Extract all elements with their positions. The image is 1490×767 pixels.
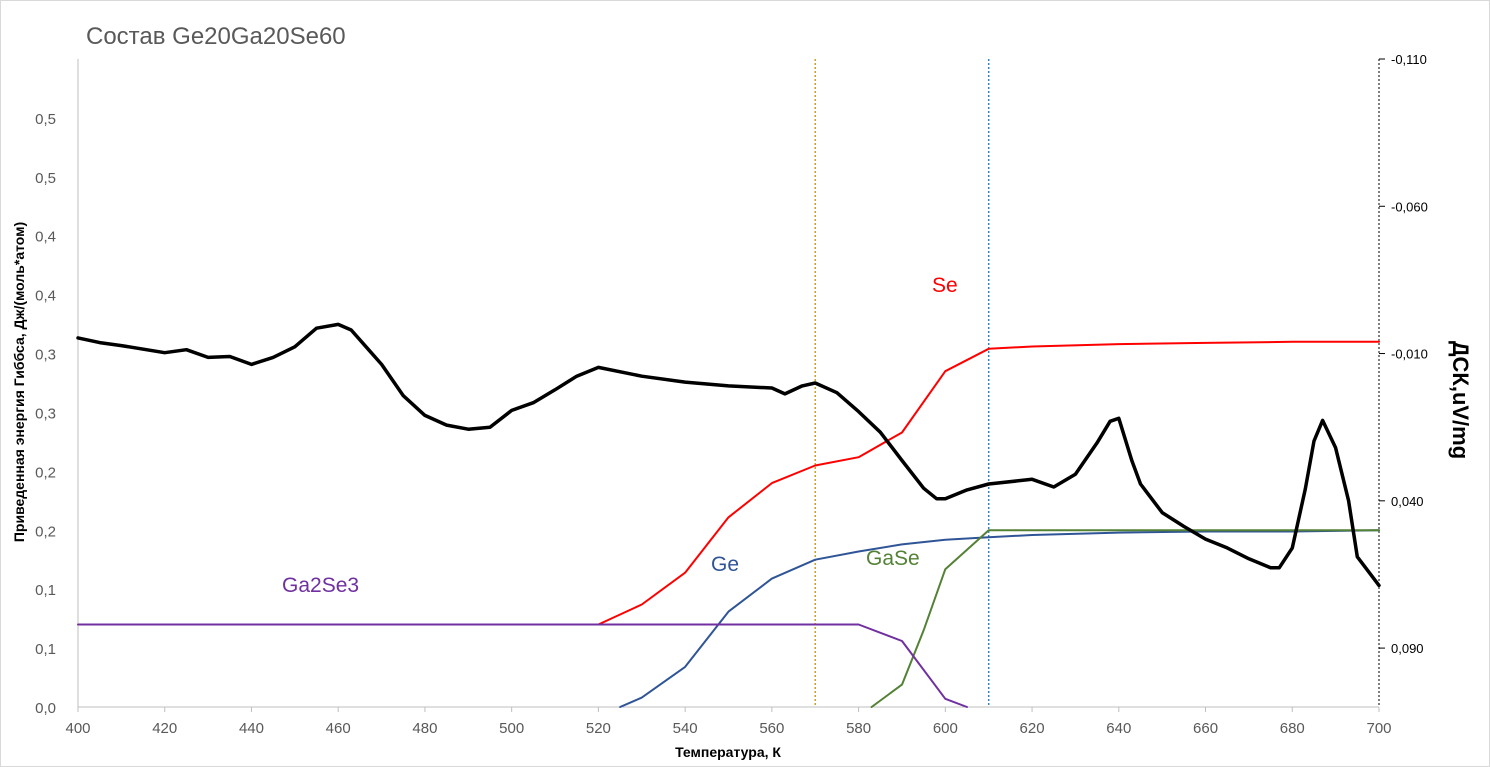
y-tick-label: 0,4 xyxy=(35,288,56,305)
x-tick-label: 520 xyxy=(586,720,611,737)
x-tick-label: 420 xyxy=(152,720,177,737)
x-tick-label: 540 xyxy=(673,720,698,737)
x-tick-label: 400 xyxy=(65,720,90,737)
y-tick-label: 0,3 xyxy=(35,405,56,422)
series-line-se xyxy=(597,340,1380,626)
series-label-ge: Ge xyxy=(711,553,739,576)
y-tick-label: 0,1 xyxy=(35,641,56,658)
y-tick-label: 0,2 xyxy=(35,523,56,540)
y-tick-label: 0,5 xyxy=(35,170,56,187)
x-tick-label: 560 xyxy=(759,720,784,737)
y2-tick-label: -0,110 xyxy=(1391,52,1427,67)
x-tick-label: 660 xyxy=(1193,720,1218,737)
x-tick-label: 440 xyxy=(239,720,264,737)
series-label-gase: GaSe xyxy=(866,547,920,570)
chart-title: Состав Ge20Ga20Se60 xyxy=(86,23,346,50)
x-tick-label: 460 xyxy=(326,720,351,737)
series-label-se: Se xyxy=(932,274,958,297)
series-line-gase xyxy=(870,529,1380,708)
series-line-dsc xyxy=(76,322,1381,588)
series-line-ge xyxy=(619,529,1380,708)
y-tick-label: 0,0 xyxy=(35,700,56,717)
y-tick-label: 0,5 xyxy=(35,111,56,128)
y-tick-label: 0,4 xyxy=(35,229,56,246)
y-tick-label: 0,3 xyxy=(35,347,56,364)
series-line-ga2se3 xyxy=(77,623,968,708)
x-tick-label: 640 xyxy=(1106,720,1131,737)
y2-tick-label: -0,060 xyxy=(1391,199,1428,214)
y-tick-label: 0,2 xyxy=(35,464,56,481)
x-tick-label: 700 xyxy=(1366,720,1391,737)
x-tick-label: 480 xyxy=(412,720,437,737)
x-tick-label: 600 xyxy=(933,720,958,737)
x-tick-label: 680 xyxy=(1280,720,1305,737)
y2-tick-label: 0,090 xyxy=(1391,641,1424,656)
x-axis-title: Температура, К xyxy=(675,744,781,760)
x-tick-label: 620 xyxy=(1020,720,1045,737)
x-tick-label: 500 xyxy=(499,720,524,737)
y2-tick-label: 0,040 xyxy=(1391,494,1424,509)
y-tick-label: 0,1 xyxy=(35,582,56,599)
x-tick-label: 580 xyxy=(846,720,871,737)
series-label-ga2se3: Ga2Se3 xyxy=(282,574,359,597)
y-axis-title: Приведенная энергия Гиббса, Дж/(моль*ато… xyxy=(11,222,27,542)
y2-axis-title: ДСК,uV/mg xyxy=(1448,341,1473,459)
y2-tick-label: -0,010 xyxy=(1391,347,1428,362)
